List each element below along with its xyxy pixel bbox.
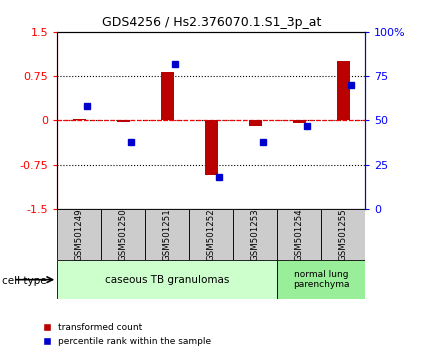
Title: GDS4256 / Hs2.376070.1.S1_3p_at: GDS4256 / Hs2.376070.1.S1_3p_at [102, 16, 321, 29]
Bar [117, 120, 129, 122]
FancyBboxPatch shape [277, 260, 365, 299]
Text: GSM501250: GSM501250 [119, 208, 128, 261]
Text: GSM501255: GSM501255 [339, 208, 348, 261]
Bar [293, 120, 305, 123]
FancyBboxPatch shape [57, 209, 101, 260]
Text: normal lung
parenchyma: normal lung parenchyma [293, 270, 349, 289]
Text: caseous TB granulomas: caseous TB granulomas [105, 275, 229, 285]
Bar [249, 120, 261, 126]
FancyBboxPatch shape [321, 209, 365, 260]
Text: cell type: cell type [2, 276, 47, 286]
FancyBboxPatch shape [101, 209, 145, 260]
FancyBboxPatch shape [189, 209, 233, 260]
Text: GSM501254: GSM501254 [295, 208, 304, 261]
Text: GSM501253: GSM501253 [251, 208, 260, 261]
Bar [161, 72, 173, 120]
FancyBboxPatch shape [145, 209, 189, 260]
Text: GSM501251: GSM501251 [163, 208, 172, 261]
Bar [337, 61, 349, 120]
Bar [73, 119, 85, 120]
Text: GSM501252: GSM501252 [207, 208, 216, 261]
Bar [205, 120, 217, 175]
Legend: transformed count, percentile rank within the sample: transformed count, percentile rank withi… [40, 320, 215, 349]
Text: GSM501249: GSM501249 [75, 208, 84, 261]
FancyBboxPatch shape [277, 209, 321, 260]
FancyBboxPatch shape [233, 209, 277, 260]
FancyBboxPatch shape [57, 260, 277, 299]
